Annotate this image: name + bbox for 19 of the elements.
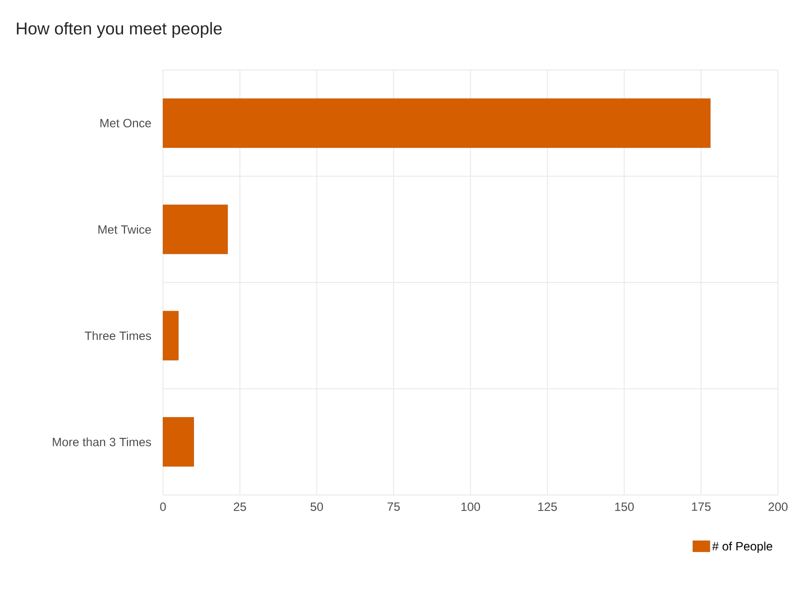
x-tick-label: 100 <box>461 502 480 512</box>
x-tick-label: 75 <box>388 502 400 511</box>
y-tick-label: Met Twice <box>98 224 151 234</box>
x-tick-label: 175 <box>692 502 711 511</box>
x-tick-label: 25 <box>234 502 246 512</box>
bar <box>162 417 194 467</box>
bar <box>162 204 228 254</box>
chart-title: How often you meet people <box>16 22 222 38</box>
y-tick-label: More than 3 Times <box>52 437 152 446</box>
x-tick-label: 200 <box>768 502 788 512</box>
legend-label: # of People <box>712 542 772 553</box>
x-tick-label: 150 <box>615 502 634 512</box>
bar <box>162 98 711 148</box>
x-tick-label: 125 <box>538 502 557 512</box>
y-tick-label: Three Times <box>84 331 152 340</box>
y-tick-label: Met Once <box>100 118 151 128</box>
x-tick-label: 50 <box>310 502 323 512</box>
x-tick-label: 0 <box>160 502 166 512</box>
bar <box>162 310 179 360</box>
